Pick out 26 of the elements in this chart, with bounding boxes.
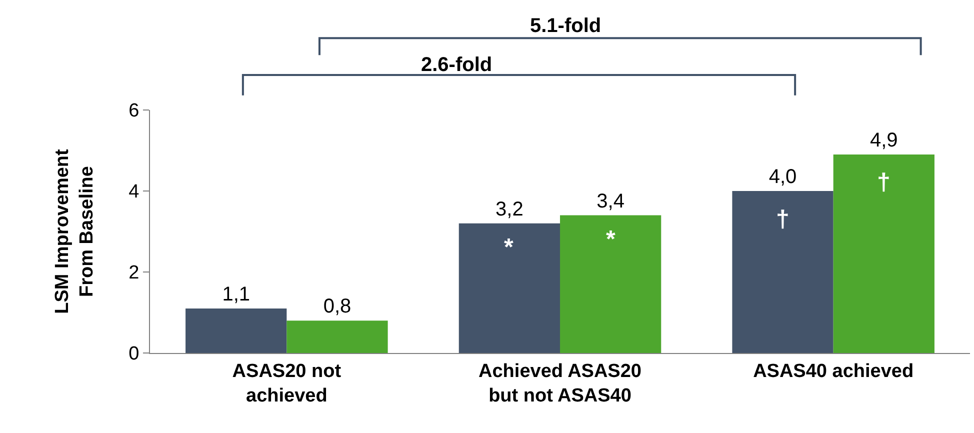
bar xyxy=(458,223,560,353)
data-label: 0,8 xyxy=(323,296,352,318)
bar xyxy=(286,320,388,353)
text: 5.1-fold xyxy=(530,15,602,37)
bar xyxy=(560,215,662,353)
data-label: 4,0 xyxy=(768,166,797,188)
x-tick-label: ASAS40 achieved xyxy=(753,360,914,382)
y-axis-title: LSM Improvement From Baseline xyxy=(52,148,98,314)
y-tick-label: 6 xyxy=(128,100,140,122)
x-tick-label: Achieved ASAS20 but not ASAS40 xyxy=(478,360,642,406)
bar xyxy=(833,154,934,353)
y-tick-label: 2 xyxy=(128,262,140,284)
data-label: 1,1 xyxy=(222,283,250,306)
text: 2.6-fold xyxy=(421,54,492,76)
annotation: † xyxy=(877,169,890,196)
data-label: 3,2 xyxy=(496,198,524,220)
bar xyxy=(732,191,834,353)
annotation: * xyxy=(606,226,616,253)
data-label: 3,4 xyxy=(596,190,624,212)
bar xyxy=(186,308,287,353)
annotation: * xyxy=(504,234,514,261)
y-tick-label: 4 xyxy=(128,182,140,203)
x-tick-label: ASAS20 not achieved xyxy=(232,360,342,406)
y-tick-label: 0 xyxy=(128,344,140,365)
data-label: 4,9 xyxy=(870,130,898,152)
annotation: † xyxy=(776,206,790,233)
